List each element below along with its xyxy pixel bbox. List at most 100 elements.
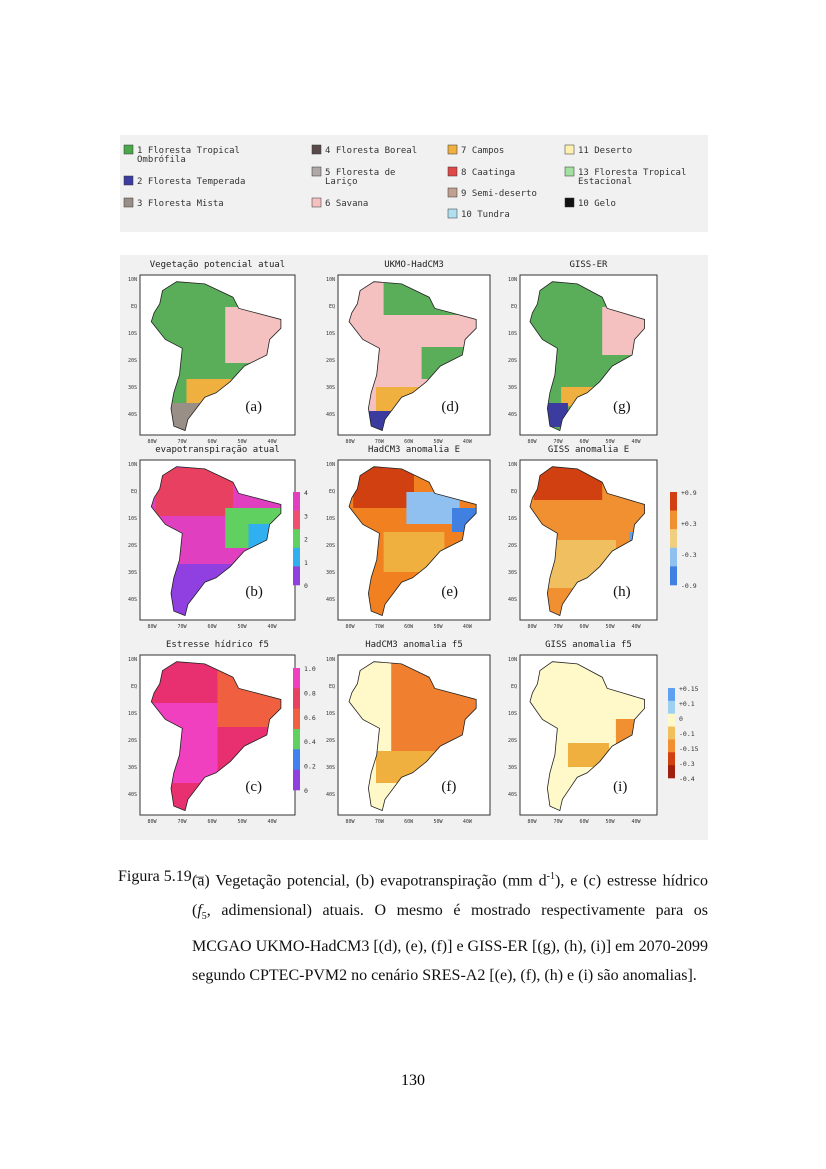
- panel-title: Estresse hídrico f5: [166, 640, 269, 650]
- colorbar-label: -0.1: [679, 730, 695, 738]
- colorbar-segment: [668, 688, 675, 702]
- legend-swatch: [311, 144, 322, 155]
- lon-label: 80W: [147, 439, 157, 445]
- lat-label: 10N: [326, 657, 335, 663]
- caption-sub: 5: [201, 911, 207, 923]
- colorbar-label: 0.2: [304, 763, 316, 771]
- legend-swatch: [123, 197, 134, 208]
- lat-label: 10N: [326, 462, 335, 468]
- panel-label: (f): [441, 779, 456, 795]
- lat-label: 40S: [326, 792, 335, 798]
- lon-label: 70W: [553, 819, 563, 825]
- lat-label: 20S: [508, 543, 517, 549]
- coastline: [150, 281, 282, 432]
- lat-label: EQ: [131, 304, 137, 310]
- lon-label: 70W: [177, 819, 187, 825]
- colorbar-segment: [670, 529, 677, 549]
- lon-label: 40W: [267, 439, 277, 445]
- panel-title: GISS anomalia E: [548, 445, 629, 455]
- colorbar-segment: [293, 566, 300, 586]
- lon-label: 60W: [207, 819, 217, 825]
- colorbar-label: -0.4: [679, 775, 695, 783]
- colorbar-segment: [293, 510, 300, 530]
- colorbar-label: 4: [304, 489, 308, 497]
- colorbar-segment: [668, 726, 675, 740]
- panel-label: (e): [441, 584, 458, 600]
- panel-label: (i): [613, 779, 627, 795]
- lon-label: 40W: [631, 819, 641, 825]
- panel-title: HadCM3 anomalia f5: [365, 640, 463, 650]
- lat-label: 10N: [508, 277, 517, 283]
- lat-label: 10S: [128, 711, 137, 717]
- colorbar-label: 0: [304, 787, 308, 795]
- coastline: [529, 281, 645, 432]
- caption-sup: -1: [546, 871, 556, 882]
- panel-title: GISS-ER: [570, 260, 609, 270]
- lon-label: 60W: [579, 439, 589, 445]
- lat-label: EQ: [511, 684, 517, 690]
- colorbar-segment: [668, 765, 675, 779]
- legend-swatch: [564, 144, 575, 155]
- panel-label: (a): [245, 399, 262, 415]
- lat-label: 30S: [326, 570, 335, 576]
- lon-label: 60W: [579, 819, 589, 825]
- lat-label: 10N: [128, 657, 137, 663]
- page-number: 130: [401, 1072, 425, 1089]
- lat-label: 10S: [326, 331, 335, 337]
- colorbar-segment: [293, 708, 300, 730]
- colorbar-segment: [670, 547, 677, 567]
- lat-label: 10S: [326, 711, 335, 717]
- colorbar-label: -0.3: [679, 760, 695, 768]
- lon-label: 80W: [147, 819, 157, 825]
- legend-swatch: [311, 166, 322, 177]
- legend-swatch: [447, 208, 458, 219]
- colorbar-segment: [293, 668, 300, 689]
- colorbar-label: 0.6: [304, 714, 316, 722]
- lon-label: 70W: [375, 439, 385, 445]
- lon-label: 70W: [375, 624, 385, 630]
- lon-label: 80W: [147, 624, 157, 630]
- legend-swatch: [447, 144, 458, 155]
- legend-swatch: [447, 187, 458, 198]
- lon-label: 80W: [345, 819, 355, 825]
- colorbar-label: 3: [304, 512, 308, 520]
- colorbar-segment: [668, 752, 675, 766]
- lat-label: 20S: [128, 738, 137, 744]
- legend-label: 13 Floresta Tropical: [578, 168, 686, 178]
- panel-title: GISS anomalia f5: [545, 640, 632, 650]
- lon-label: 50W: [433, 439, 443, 445]
- lat-label: 40S: [508, 412, 517, 418]
- colorbar-label: 1.0: [304, 665, 316, 673]
- lon-label: 40W: [631, 439, 641, 445]
- colorbar-label: +0.9: [681, 489, 697, 497]
- lat-label: EQ: [329, 684, 335, 690]
- lon-label: 40W: [631, 624, 641, 630]
- lon-label: 50W: [237, 819, 247, 825]
- colorbar-segment: [670, 566, 677, 586]
- lat-label: 20S: [128, 543, 137, 549]
- lat-label: EQ: [329, 489, 335, 495]
- lat-label: EQ: [131, 684, 137, 690]
- lon-label: 80W: [527, 439, 537, 445]
- legend-label: 4 Floresta Boreal: [325, 146, 417, 156]
- lat-label: EQ: [329, 304, 335, 310]
- lat-label: EQ: [131, 489, 137, 495]
- legend-swatch: [311, 197, 322, 208]
- lat-label: 10S: [326, 516, 335, 522]
- lat-label: 20S: [326, 358, 335, 364]
- lon-label: 40W: [267, 624, 277, 630]
- lon-label: 50W: [433, 624, 443, 630]
- colorbar-segment: [293, 492, 300, 511]
- colorbar-segment: [293, 688, 300, 709]
- coastline: [150, 466, 282, 617]
- coastline: [150, 661, 282, 812]
- lat-label: 10S: [128, 516, 137, 522]
- lat-label: 30S: [508, 765, 517, 771]
- legend-label: 3 Floresta Mista: [137, 199, 224, 209]
- lat-label: 40S: [128, 792, 137, 798]
- panel-label: (h): [613, 584, 631, 600]
- lon-label: 70W: [177, 439, 187, 445]
- colorbar-segment: [293, 547, 300, 567]
